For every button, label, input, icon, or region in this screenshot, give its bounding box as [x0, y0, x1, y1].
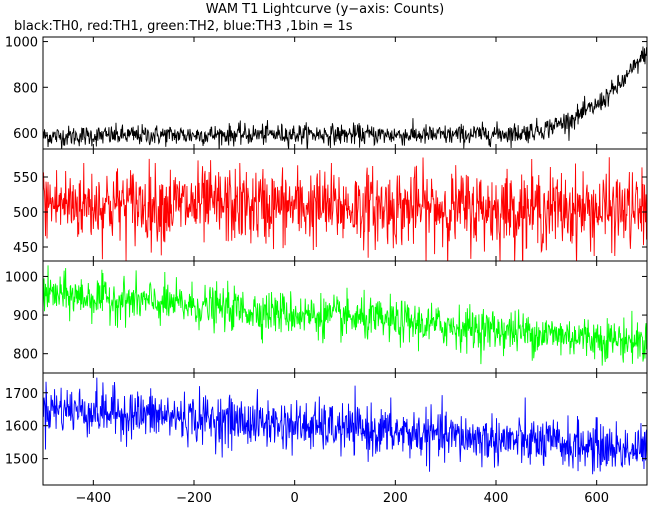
y-tick-label-0-2: 1000	[5, 36, 38, 51]
panel-2: 800 900 1000	[5, 260, 648, 374]
y-tick-label-1-2: 550	[13, 171, 38, 186]
series-line-3	[43, 377, 647, 475]
series-line-1	[43, 157, 647, 261]
y-tick-label-3-1: 1600	[5, 420, 38, 435]
chart-subtitle: black:TH0, red:TH1, green:TH2, blue:TH3 …	[14, 19, 353, 34]
y-tick-label-0-1: 800	[13, 81, 38, 96]
panel-1: 450 500 550	[13, 148, 648, 262]
y-tick-label-1-0: 450	[13, 241, 38, 256]
y-tick-label-0-0: 600	[13, 127, 38, 142]
y-tick-label-3-0: 1500	[5, 453, 38, 468]
y-tick-label-1-1: 500	[13, 206, 38, 221]
panel-frame-3	[42, 372, 648, 486]
panels-group: 600 800 1000 450 500 550 800 900 1000 1500 1600 170…	[5, 36, 648, 486]
x-tick-label-2: 0	[291, 491, 299, 505]
panel-3: 1500 1600 1700	[5, 372, 648, 486]
y-tick-label-3-2: 1700	[5, 387, 38, 402]
x-tick-label-4: 400	[484, 491, 509, 505]
y-tick-label-2-2: 1000	[5, 270, 38, 285]
y-tick-label-2-1: 900	[13, 309, 38, 324]
chart-title: WAM T1 Lightcurve (y−axis: Counts)	[206, 2, 444, 17]
x-tick-label-0: −400	[75, 491, 111, 505]
x-tick-label-3: 200	[383, 491, 408, 505]
x-tick-label-1: −200	[176, 491, 212, 505]
series-line-0	[43, 46, 647, 149]
x-axis: −400 −200 0 200 400 600	[75, 491, 609, 506]
series-line-2	[43, 265, 647, 366]
y-tick-label-2-0: 800	[13, 348, 38, 363]
panel-0: 600 800 1000	[5, 36, 648, 150]
x-tick-label-5: 600	[584, 491, 609, 505]
